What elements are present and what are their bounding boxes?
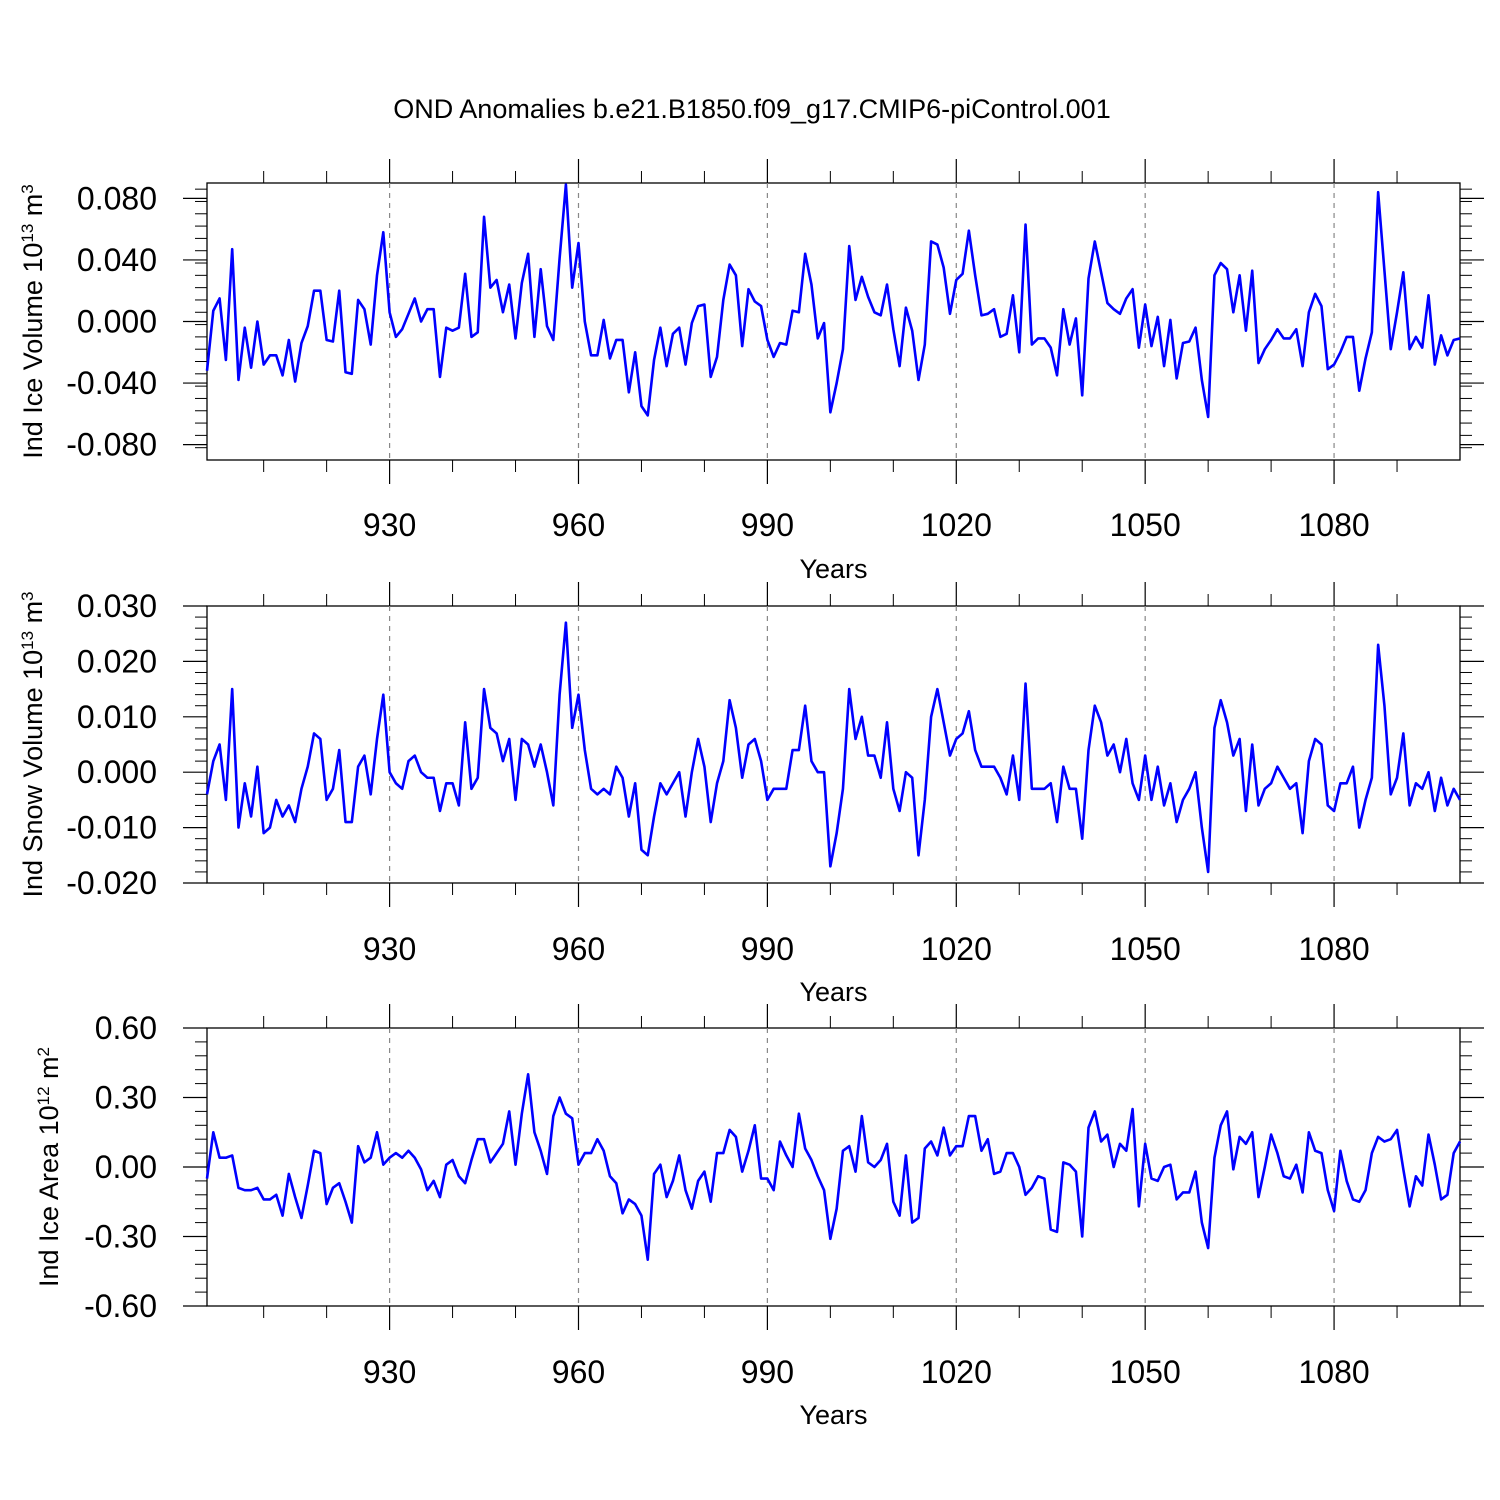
y-tick-label: 0.000: [77, 304, 157, 340]
series-line: [205, 621, 1462, 874]
y-tick-label: -0.30: [84, 1219, 157, 1255]
y-tick-label: 0.000: [77, 754, 157, 790]
y-tick-label: 0.00: [95, 1149, 157, 1185]
x-tick-label: 930: [363, 1354, 416, 1390]
y-axis-label: Ind Ice Volume 1013 m3: [18, 184, 49, 459]
x-tick-label: 1080: [1298, 1354, 1369, 1390]
y-tick-label: -0.040: [66, 365, 157, 401]
y-tick-label: 0.60: [95, 1010, 157, 1046]
y-tick-label: -0.020: [66, 865, 157, 901]
panel-ice-volume: 930 960 990 1020 1050 1080 0.080 0.040 0.000 -0.0…: [18, 159, 1484, 584]
plot-frame: [206, 182, 1461, 461]
x-tick-label: 1080: [1298, 931, 1369, 967]
x-axis-label: Years: [799, 977, 867, 1007]
x-tick-label: 1020: [921, 507, 992, 543]
plot-frame: [206, 605, 1461, 884]
x-tick-label: 1020: [921, 1354, 992, 1390]
y-tick-label: -0.080: [66, 427, 157, 463]
y-tick-label: 0.080: [77, 180, 157, 216]
x-tick-label: 960: [552, 931, 605, 967]
x-tick-label: 960: [552, 507, 605, 543]
plot-frame: [206, 1027, 1461, 1307]
y-tick-label: -0.60: [84, 1288, 157, 1324]
x-tick-label: 1080: [1298, 507, 1369, 543]
y-axis-label: Ind Snow Volume 1013 m3: [18, 591, 49, 897]
x-tick-label: 990: [741, 1354, 794, 1390]
x-tick-label: 1020: [921, 931, 992, 967]
x-tick-label: 990: [741, 931, 794, 967]
y-tick-label: 0.020: [77, 643, 157, 679]
x-tick-label: 930: [363, 931, 416, 967]
x-tick-label: 960: [552, 1354, 605, 1390]
x-tick-label: 1050: [1110, 1354, 1181, 1390]
y-tick-label: 0.010: [77, 699, 157, 735]
figure-title: OND Anomalies b.e21.B1850.f09_g17.CMIP6-…: [393, 94, 1110, 124]
series-line: [205, 1073, 1462, 1261]
panels: 930 960 990 1020 1050 1080 0.080 0.040 0.000 -0.0…: [18, 159, 1484, 1430]
y-axis-label: Ind Ice Area 1012 m2: [34, 1047, 65, 1287]
x-tick-label: 990: [741, 507, 794, 543]
series-line: [205, 183, 1461, 419]
panel-ice-area: 930 960 990 1020 1050 1080 0.60 0.30 0.00 -0.30 -0…: [34, 1004, 1484, 1430]
y-tick-label: 0.30: [95, 1080, 157, 1116]
x-tick-label: 1050: [1110, 931, 1181, 967]
x-tick-label: 930: [363, 507, 416, 543]
x-tick-label: 1050: [1110, 507, 1181, 543]
y-tick-label: -0.010: [66, 810, 157, 846]
y-tick-label: 0.030: [77, 588, 157, 624]
y-tick-label: 0.040: [77, 242, 157, 278]
x-axis-label: Years: [799, 554, 867, 584]
panel-snow-volume: 930 960 990 1020 1050 1080 0.030 0.020 0.010 0.00…: [18, 582, 1484, 1007]
x-axis-label: Years: [799, 1400, 867, 1430]
